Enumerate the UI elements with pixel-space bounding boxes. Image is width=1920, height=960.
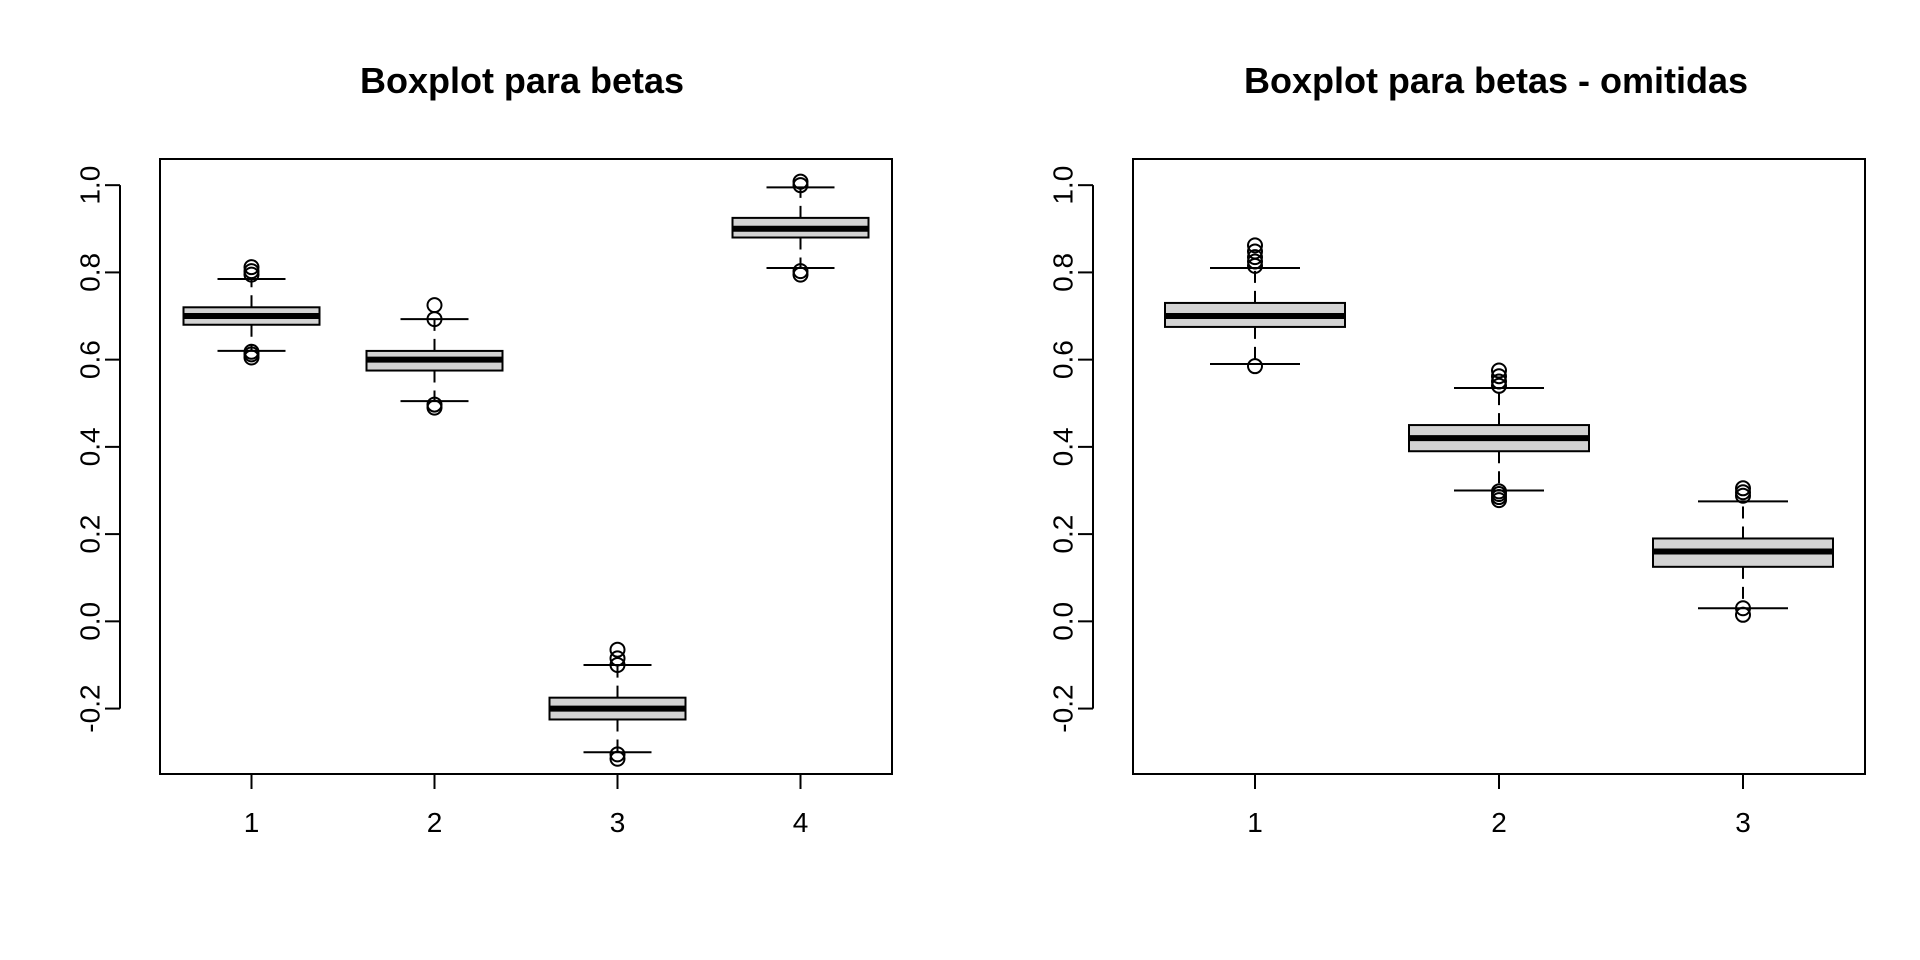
outlier-point xyxy=(426,396,443,413)
outlier-point xyxy=(609,656,626,673)
outlier-point xyxy=(243,343,260,360)
x-axis-right: 1 2 3 xyxy=(1247,774,1751,838)
box-group-3 xyxy=(1652,480,1834,623)
y-tick-label: 0.6 xyxy=(75,340,106,379)
y-tick-label: 0.4 xyxy=(1048,427,1079,466)
outlier-point xyxy=(1491,377,1507,394)
y-tick-label: 0.8 xyxy=(1048,253,1079,292)
box-group-1 xyxy=(182,259,321,366)
chart-left: Boxplot para betas -0.2 0.0 0.2 0.4 0.6 0.8 1.… xyxy=(75,60,893,838)
box-group-3 xyxy=(548,641,687,767)
x-tick-label: 3 xyxy=(1735,807,1751,838)
y-tick-label: 0.6 xyxy=(1048,340,1079,379)
y-tick-label: 1.0 xyxy=(75,166,106,205)
outlier-point xyxy=(1491,483,1507,500)
plot-frame-left xyxy=(159,158,893,775)
outlier-point xyxy=(243,263,260,280)
outlier-point xyxy=(1735,600,1751,617)
box-group-2 xyxy=(365,297,504,416)
x-axis-left: 1 2 3 4 xyxy=(244,774,809,838)
y-tick-label: 0.8 xyxy=(75,253,106,292)
x-tick-label: 2 xyxy=(1491,807,1507,838)
outlier-point xyxy=(609,746,626,763)
outlier-point xyxy=(1247,243,1263,260)
outlier-point xyxy=(426,297,443,314)
outlier-point xyxy=(1491,368,1507,385)
outlier-point xyxy=(1491,373,1507,390)
outlier-point xyxy=(609,750,626,767)
x-tick-label: 4 xyxy=(793,807,809,838)
outlier-point xyxy=(1735,480,1751,497)
y-tick-label: 0.2 xyxy=(1048,515,1079,554)
y-tick-label: 0.0 xyxy=(75,602,106,641)
chart-right-marks: -0.2 0.0 0.2 0.4 0.6 0.8 1.0 1 2 3 xyxy=(1048,158,1866,838)
outlier-point xyxy=(1247,358,1263,375)
y-tick-label: 0.4 xyxy=(75,427,106,466)
x-tick-label: 1 xyxy=(244,807,260,838)
chart-title-right: Boxplot para betas - omitidas xyxy=(1244,60,1748,101)
x-tick-label: 1 xyxy=(1247,807,1263,838)
y-axis-right: -0.2 0.0 0.2 0.4 0.6 0.8 1.0 xyxy=(1048,166,1094,733)
outlier-point xyxy=(1247,237,1263,254)
outlier-point xyxy=(609,641,626,658)
outlier-point xyxy=(609,650,626,667)
y-tick-label: -0.2 xyxy=(75,684,106,732)
outlier-point xyxy=(1247,249,1263,266)
y-tick-label: 0.0 xyxy=(1048,602,1079,641)
y-tick-label: -0.2 xyxy=(1048,684,1079,732)
x-tick-label: 2 xyxy=(427,807,443,838)
chart-title-left: Boxplot para betas xyxy=(360,60,684,101)
outlier-point xyxy=(1735,484,1751,501)
outlier-point xyxy=(243,259,260,276)
outlier-point xyxy=(792,263,809,280)
y-axis-left: -0.2 0.0 0.2 0.4 0.6 0.8 1.0 xyxy=(75,166,121,733)
box-group-1 xyxy=(1164,237,1346,375)
outlier-point xyxy=(1247,253,1263,270)
outlier-point xyxy=(1491,362,1507,379)
x-tick-label: 3 xyxy=(610,807,626,838)
box-group-4 xyxy=(731,173,870,283)
box-group-2 xyxy=(1408,362,1590,509)
outlier-point xyxy=(1735,606,1751,623)
y-tick-label: 1.0 xyxy=(1048,166,1079,205)
outlier-point xyxy=(792,173,809,190)
chart-left-marks: -0.2 0.0 0.2 0.4 0.6 0.8 1.0 1 2 3 4 xyxy=(75,158,893,838)
chart-right: Boxplot para betas - omitidas -0.2 0.0 0.2… xyxy=(1048,60,1866,838)
y-tick-label: 0.2 xyxy=(75,515,106,554)
